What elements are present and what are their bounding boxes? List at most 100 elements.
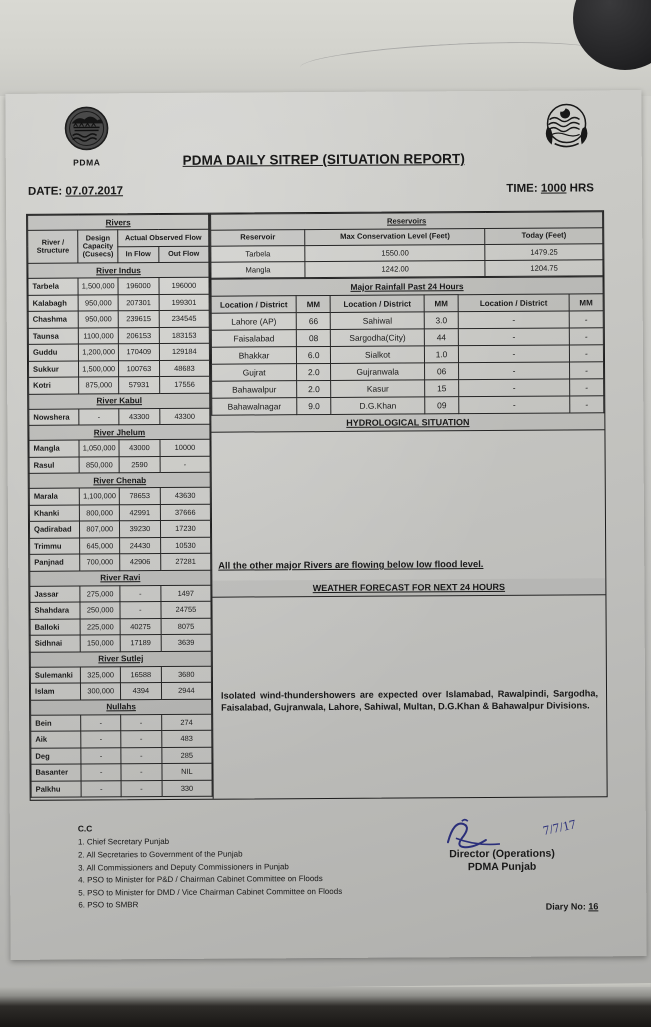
table-row: Bein - -274 — [30, 713, 212, 732]
river-in-flow: 43000 — [119, 439, 160, 457]
river-in-flow: - — [120, 730, 162, 748]
river-group-title: River Indus — [27, 262, 209, 279]
col-mm-3: MM — [568, 293, 604, 312]
river-name: Mangla — [28, 440, 80, 457]
table-row: Marala 1,100,000 78653 43630 — [29, 487, 211, 505]
river-capacity: 325,000 — [80, 666, 121, 684]
rivers-table: Rivers River / Structure Design Capacity (Cus… — [27, 214, 213, 798]
rainfall-location-3: - — [458, 362, 570, 380]
reservoir-max-level: 1550.00 — [304, 244, 486, 262]
col-design-capacity: Design Capacity (Cusecs) — [78, 229, 118, 264]
cc-distribution-list: C.C 1. Chief Secretary Punjab 2. All Secr… — [78, 821, 342, 913]
rainfall-mm-3: - — [569, 344, 604, 363]
river-out-flow: 3639 — [160, 634, 212, 652]
river-out-flow: 285 — [161, 746, 212, 764]
river-name: Palkhu — [31, 780, 82, 798]
river-out-flow: 17230 — [160, 520, 211, 538]
rainfall-mm-3: - — [569, 395, 604, 414]
desk-edge-bottom — [0, 987, 651, 1027]
river-in-flow: 43300 — [118, 408, 160, 425]
river-name: Bein — [30, 714, 82, 732]
punjab-government-emblem — [533, 98, 599, 161]
rainfall-mm-1: 2.0 — [296, 380, 332, 398]
weather-forecast-body: Isolated wind-thundershowers are expecte… — [212, 595, 606, 798]
table-row: Tarbela 1,500,000 196000 196000 — [27, 277, 210, 295]
river-name: Panjnad — [29, 554, 81, 571]
river-name: Deg — [30, 747, 82, 765]
col-river-structure: River / Structure — [27, 230, 79, 264]
river-name: Balloki — [30, 618, 81, 636]
river-in-flow: 57931 — [118, 376, 160, 394]
river-name: Rasul — [29, 456, 80, 474]
river-capacity: 645,000 — [79, 537, 120, 555]
river-in-flow: 17189 — [120, 634, 162, 652]
signature-block: 7/7/17 Director (Operations) PDMA Punjab — [402, 816, 602, 875]
rainfall-mm-2: 44 — [424, 328, 459, 346]
cc-list-item: 5. PSO to Minister for DMD / Vice Chairm… — [78, 886, 343, 898]
pdma-logo-block: PDMA — [57, 105, 115, 168]
document-header: PDMA PDMA DAILY SITREP ( — [25, 98, 621, 174]
river-in-flow: 239615 — [118, 310, 160, 328]
rainfall-location-3: - — [458, 311, 570, 329]
diary-number: Diary No: 16 — [546, 901, 599, 911]
river-group-title-row: Nullahs — [30, 698, 212, 715]
river-out-flow: - — [159, 455, 211, 473]
river-capacity: 250,000 — [80, 601, 121, 619]
rainfall-location-2: Gujranwala — [330, 362, 425, 381]
table-row: Qadirabad 807,000 39230 17230 — [29, 520, 211, 538]
river-out-flow: 10530 — [160, 536, 211, 554]
table-row: Jassar 275,000-1497 — [29, 584, 211, 603]
river-capacity: - — [80, 714, 121, 731]
signatory-title-line2: PDMA Punjab — [467, 861, 537, 874]
table-row: Deg - -285 — [30, 746, 212, 765]
river-out-flow: NIL — [161, 763, 213, 781]
diary-value: 16 — [588, 901, 599, 912]
table-row: Kotri 875,000 57931 17556 — [28, 376, 210, 394]
river-out-flow: 43300 — [159, 407, 210, 425]
rainfall-location-1: Gujrat — [211, 363, 297, 382]
river-capacity: 1100,000 — [78, 327, 119, 345]
river-out-flow: 330 — [161, 779, 213, 797]
river-name: Tarbela — [27, 278, 79, 295]
river-name: Marala — [29, 488, 80, 505]
desk-surface-top — [0, 0, 651, 96]
river-name: Islam — [30, 683, 81, 700]
rainfall-location-1: Bahawalnagar — [211, 397, 298, 416]
date-label: DATE: — [27, 185, 63, 198]
river-name: Shahdara — [29, 602, 81, 619]
document-content: PDMA PDMA DAILY SITREP ( — [25, 98, 626, 933]
river-in-flow: 24430 — [119, 537, 161, 554]
river-capacity: 1,100,000 — [79, 487, 120, 505]
river-name: Chashma — [28, 311, 79, 328]
rainfall-mm-3: - — [569, 378, 604, 397]
table-row: Shahdara 250,000-24755 — [29, 601, 212, 619]
col-mm-2: MM — [424, 294, 459, 312]
river-group-title-row: River Jhelum — [28, 424, 210, 441]
river-capacity: 225,000 — [80, 618, 121, 636]
rainfall-mm-1: 66 — [296, 312, 331, 330]
river-in-flow: 4394 — [120, 682, 162, 700]
river-name: Qadirabad — [29, 521, 80, 538]
diary-label: Diary No: — [545, 901, 586, 912]
river-out-flow: 43630 — [160, 487, 211, 505]
page-title: PDMA DAILY SITREP (SITUATION REPORT) — [182, 151, 465, 168]
col-in-flow: In Flow — [117, 246, 159, 263]
right-panel: Reservoirs Reservoir Max Conservation Leve… — [209, 211, 607, 799]
river-in-flow: 2590 — [119, 456, 160, 473]
river-name: Khanki — [29, 504, 80, 522]
river-name: Jassar — [29, 585, 81, 603]
table-row: Balloki 225,000 40275 8075 — [30, 617, 212, 636]
hydrological-situation-body: All the other major Rivers are flowing b… — [211, 430, 605, 580]
time-value: 1000 — [540, 182, 567, 195]
rainfall-location-2: Sahiwal — [330, 311, 425, 330]
river-out-flow: 37666 — [160, 503, 211, 521]
river-capacity: 850,000 — [79, 456, 120, 474]
river-capacity: 950,000 — [78, 310, 119, 328]
rivers-section-title: Rivers — [27, 214, 209, 231]
signature-date: 7/7/17 — [541, 816, 577, 838]
reservoir-name: Tarbela — [210, 245, 305, 263]
river-capacity: 807,000 — [79, 520, 120, 538]
river-out-flow: 483 — [161, 730, 212, 748]
rainfall-mm-3: - — [569, 327, 604, 346]
